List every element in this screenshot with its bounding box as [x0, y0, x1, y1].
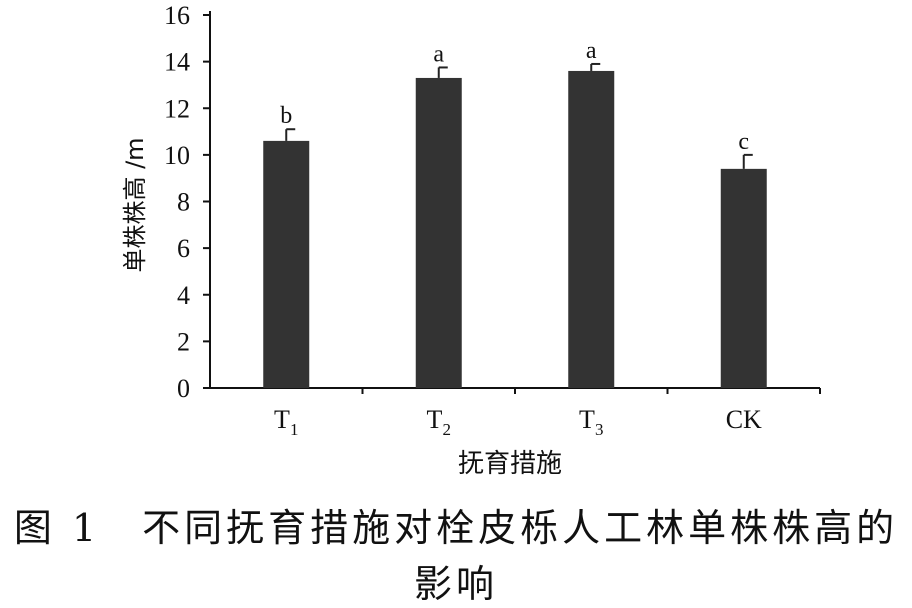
y-tick-label: 10 — [164, 141, 190, 170]
y-axis: 0 2 4 6 8 10 12 14 16 — [164, 1, 211, 403]
bars: b a a c — [263, 38, 767, 388]
x-axis: T1 T2 T3 CK — [210, 387, 821, 439]
x-tick-label: T2 — [427, 405, 451, 439]
y-tick-label: 16 — [164, 1, 190, 30]
significance-label: c — [738, 129, 749, 155]
x-tick-label: T1 — [274, 405, 298, 439]
y-tick-label: 14 — [164, 48, 190, 77]
significance-label: a — [586, 38, 597, 64]
y-tick-label: 0 — [177, 374, 190, 403]
bar — [415, 77, 462, 388]
x-axis-label: 抚育措施 — [458, 449, 562, 479]
bar — [568, 70, 615, 388]
bar — [263, 140, 310, 388]
bar — [720, 168, 767, 388]
y-tick-label: 2 — [177, 327, 190, 356]
y-tick-label: 12 — [164, 94, 190, 123]
y-tick-label: 4 — [177, 281, 190, 310]
y-tick-label: 8 — [177, 188, 190, 217]
bar-chart: 0 2 4 6 8 10 12 14 16 T1 T2 T3 CK b a a c 抚育措施 单株株高 /m — [121, 1, 821, 479]
y-axis-label: 单株株高 /m — [121, 137, 149, 272]
x-tick-label: CK — [726, 405, 762, 434]
x-tick-label: T3 — [579, 405, 603, 439]
y-tick-label: 6 — [177, 234, 190, 263]
figure-caption-line-1: 图 1 不同抚育措施对栓皮栎人工林单株株高的 — [13, 506, 899, 550]
significance-label: b — [280, 103, 292, 129]
significance-label: a — [433, 41, 444, 67]
figure-caption-line-2: 影响 — [413, 562, 498, 606]
